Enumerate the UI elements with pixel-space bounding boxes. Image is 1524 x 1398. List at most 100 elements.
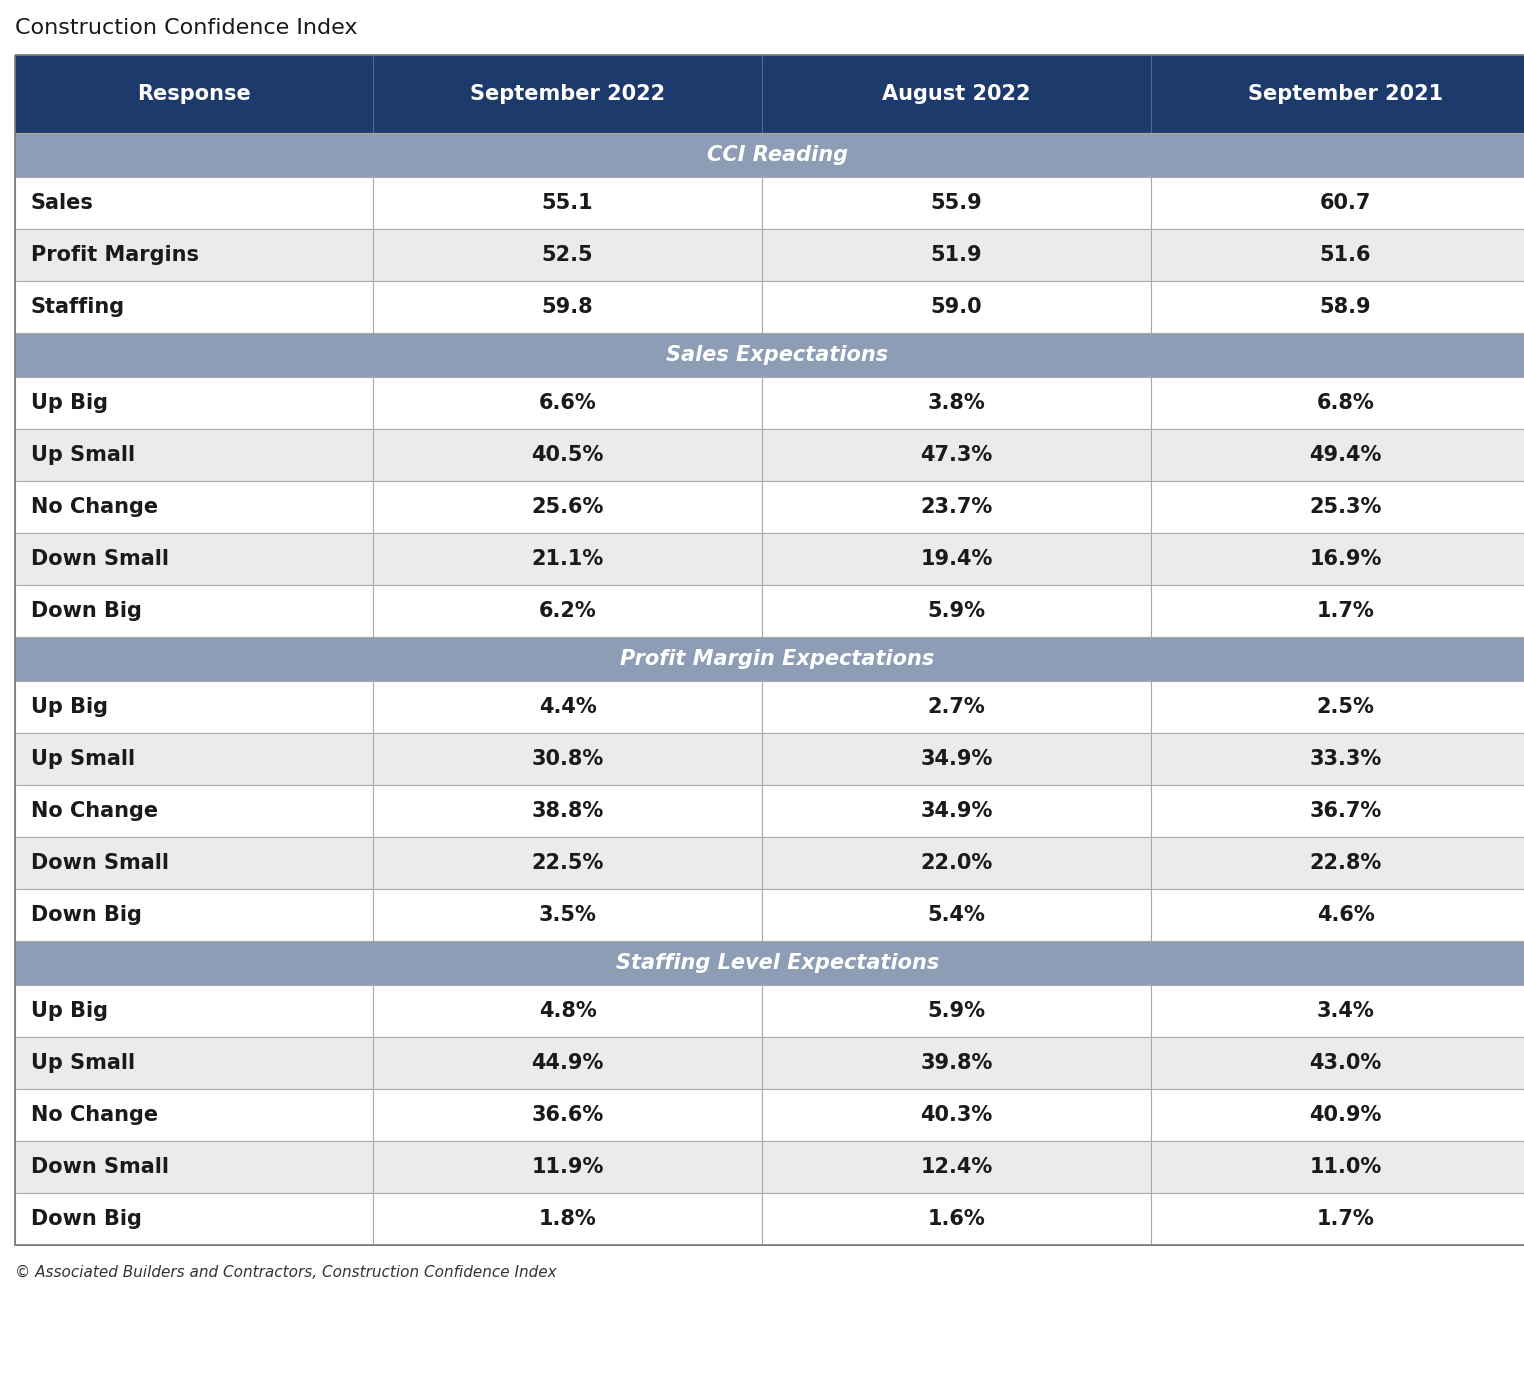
Text: 55.9: 55.9 — [931, 193, 983, 212]
Bar — [1151, 733, 1524, 786]
Text: Sales Expectations: Sales Expectations — [666, 345, 888, 365]
Bar — [1151, 55, 1524, 133]
Text: 22.8%: 22.8% — [1309, 853, 1382, 872]
Text: 4.6%: 4.6% — [1317, 905, 1375, 925]
Bar — [1151, 1089, 1524, 1141]
Bar — [373, 55, 762, 133]
Text: September 2021: September 2021 — [1248, 84, 1443, 103]
Text: Up Big: Up Big — [30, 698, 108, 717]
Bar — [15, 637, 1524, 681]
Bar — [1151, 889, 1524, 941]
Text: Profit Margin Expectations: Profit Margin Expectations — [620, 649, 934, 670]
Bar — [15, 681, 373, 733]
Text: 22.0%: 22.0% — [920, 853, 992, 872]
Text: 3.8%: 3.8% — [928, 393, 986, 412]
Text: 3.4%: 3.4% — [1317, 1001, 1375, 1021]
Text: 40.5%: 40.5% — [532, 445, 604, 466]
Text: 1.8%: 1.8% — [538, 1209, 596, 1229]
Bar — [762, 229, 1151, 281]
Bar — [15, 178, 373, 229]
Bar — [762, 733, 1151, 786]
Text: Up Small: Up Small — [30, 445, 136, 466]
Text: Down Small: Down Small — [30, 1158, 169, 1177]
Bar — [373, 733, 762, 786]
Bar — [1151, 584, 1524, 637]
Bar — [15, 1141, 373, 1192]
Text: Down Small: Down Small — [30, 853, 169, 872]
Bar — [15, 377, 373, 429]
Bar — [15, 584, 373, 637]
Text: 21.1%: 21.1% — [532, 549, 604, 569]
Bar — [15, 1192, 373, 1246]
Bar — [762, 178, 1151, 229]
Bar — [373, 281, 762, 333]
Text: 6.8%: 6.8% — [1317, 393, 1375, 412]
Text: 59.8: 59.8 — [541, 296, 593, 317]
Text: 55.1: 55.1 — [541, 193, 593, 212]
Bar — [762, 1089, 1151, 1141]
Bar — [15, 837, 373, 889]
Bar — [1151, 786, 1524, 837]
Bar — [373, 178, 762, 229]
Bar — [1151, 1192, 1524, 1246]
Text: 1.6%: 1.6% — [928, 1209, 986, 1229]
Text: CCI Reading: CCI Reading — [707, 145, 847, 165]
Text: 34.9%: 34.9% — [920, 801, 992, 821]
Text: September 2022: September 2022 — [469, 84, 664, 103]
Bar — [762, 55, 1151, 133]
Bar — [15, 941, 1524, 986]
Bar — [762, 681, 1151, 733]
Bar — [15, 533, 373, 584]
Bar — [15, 55, 373, 133]
Text: Up Small: Up Small — [30, 749, 136, 769]
Text: No Change: No Change — [30, 1104, 158, 1125]
Text: 1.7%: 1.7% — [1317, 601, 1375, 621]
Bar — [373, 584, 762, 637]
Text: 44.9%: 44.9% — [532, 1053, 604, 1074]
Bar — [15, 229, 373, 281]
Bar — [1151, 1141, 1524, 1192]
Bar — [373, 533, 762, 584]
Bar — [762, 429, 1151, 481]
Text: 47.3%: 47.3% — [920, 445, 992, 466]
Bar — [762, 584, 1151, 637]
Text: Staffing Level Expectations: Staffing Level Expectations — [616, 953, 939, 973]
Text: 52.5: 52.5 — [541, 245, 593, 266]
Text: No Change: No Change — [30, 498, 158, 517]
Bar — [373, 986, 762, 1037]
Text: 36.7%: 36.7% — [1309, 801, 1382, 821]
Bar — [762, 986, 1151, 1037]
Text: 39.8%: 39.8% — [920, 1053, 992, 1074]
Bar — [1151, 377, 1524, 429]
Bar — [15, 481, 373, 533]
Bar — [15, 733, 373, 786]
Text: 11.0%: 11.0% — [1309, 1158, 1382, 1177]
Text: 40.9%: 40.9% — [1309, 1104, 1382, 1125]
Bar — [1151, 429, 1524, 481]
Bar — [762, 1141, 1151, 1192]
Bar — [15, 786, 373, 837]
Bar — [1151, 481, 1524, 533]
Bar — [373, 837, 762, 889]
Bar — [762, 377, 1151, 429]
Text: 40.3%: 40.3% — [920, 1104, 992, 1125]
Text: Up Big: Up Big — [30, 1001, 108, 1021]
Bar — [762, 1192, 1151, 1246]
Text: 5.4%: 5.4% — [928, 905, 986, 925]
Bar — [15, 281, 373, 333]
Bar — [373, 481, 762, 533]
Text: 5.9%: 5.9% — [928, 1001, 986, 1021]
Text: No Change: No Change — [30, 801, 158, 821]
Text: Down Big: Down Big — [30, 601, 142, 621]
Text: 38.8%: 38.8% — [532, 801, 604, 821]
Text: 49.4%: 49.4% — [1309, 445, 1382, 466]
Text: 6.2%: 6.2% — [538, 601, 596, 621]
Bar — [15, 133, 1524, 178]
Text: 2.5%: 2.5% — [1317, 698, 1375, 717]
Text: Down Big: Down Big — [30, 1209, 142, 1229]
Text: 43.0%: 43.0% — [1309, 1053, 1382, 1074]
Text: Sales: Sales — [30, 193, 94, 212]
Bar — [762, 533, 1151, 584]
Text: Staffing: Staffing — [30, 296, 125, 317]
Bar — [373, 1141, 762, 1192]
